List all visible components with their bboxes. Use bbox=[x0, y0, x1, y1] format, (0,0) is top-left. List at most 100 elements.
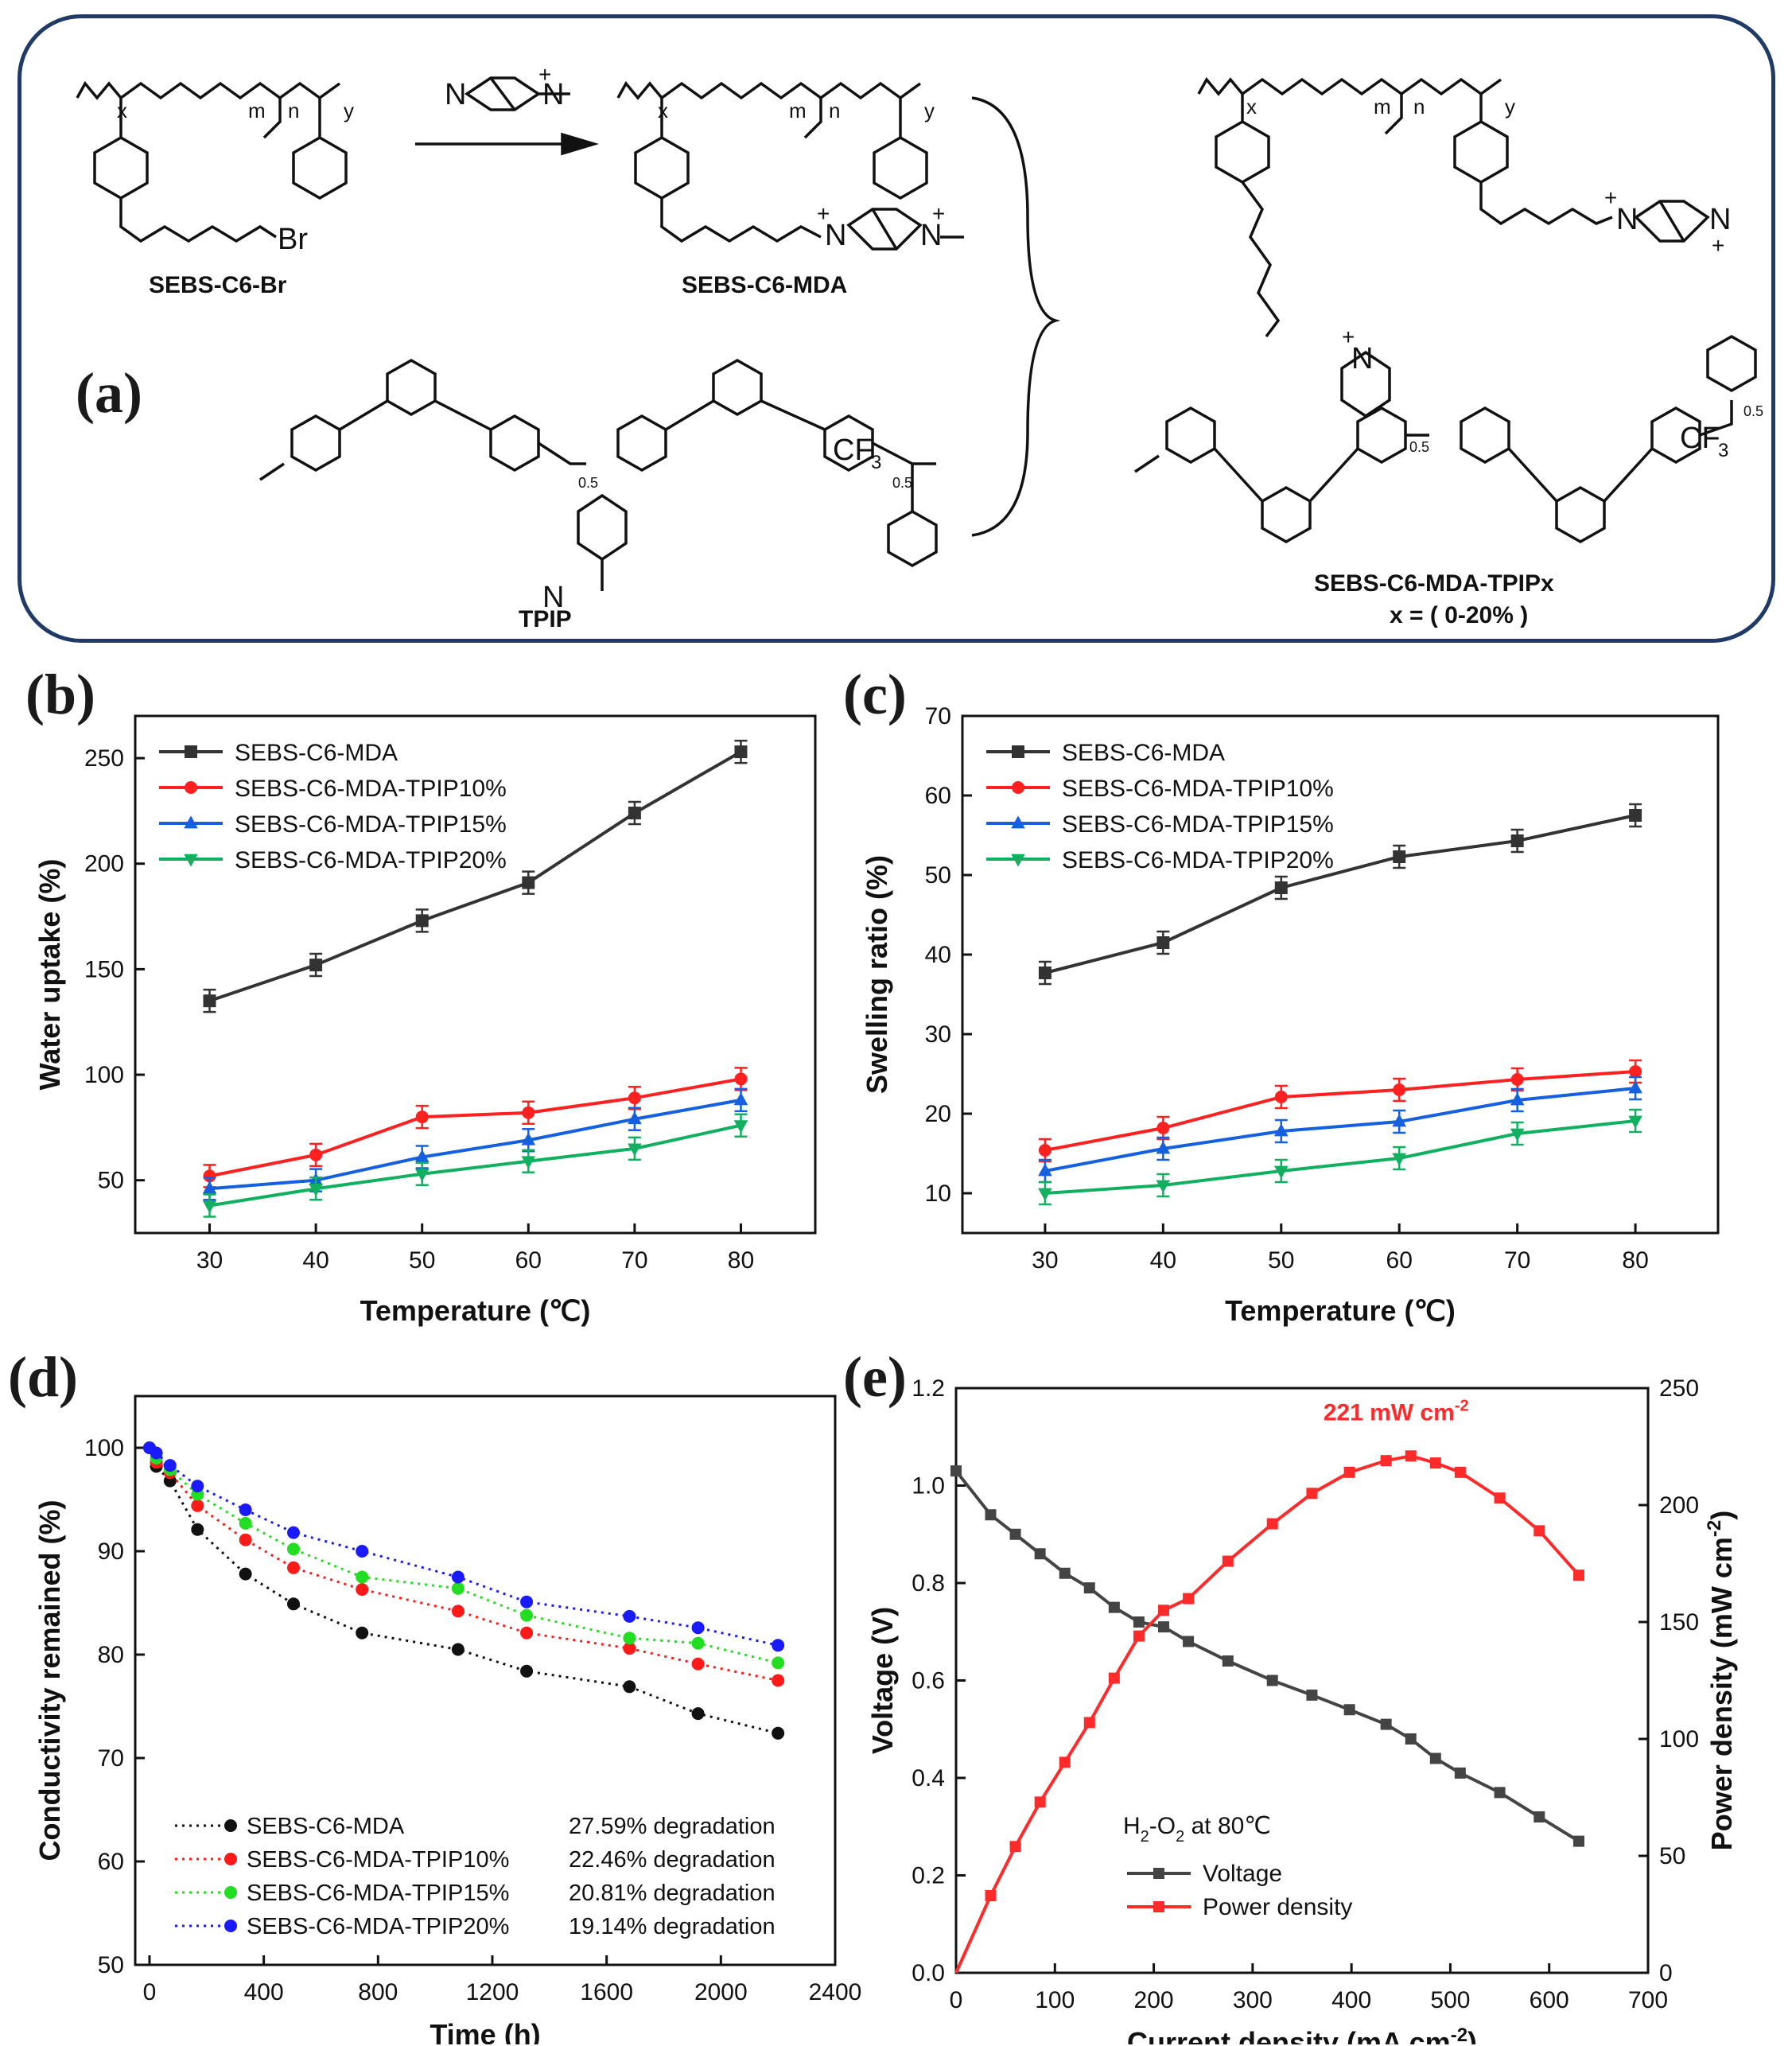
legend-label: SEBS-C6-MDA-TPIP20% bbox=[235, 847, 507, 873]
legend-label: SEBS-C6-MDA-TPIP10% bbox=[247, 1847, 509, 1873]
y-tick-label: 0.8 bbox=[912, 1570, 945, 1597]
data-point bbox=[520, 1664, 534, 1678]
legend-label: SEBS-C6-MDA-TPIP20% bbox=[1062, 847, 1334, 873]
data-point bbox=[309, 1148, 323, 1161]
data-point bbox=[451, 1581, 465, 1595]
data-point bbox=[451, 1643, 465, 1656]
sub-m-1: m bbox=[248, 99, 266, 123]
series-line bbox=[208, 750, 742, 1003]
label-sebs-c6-mda: SEBS-C6-MDA bbox=[682, 272, 847, 298]
legend-marker bbox=[1011, 854, 1025, 867]
data-point bbox=[1628, 1080, 1642, 1094]
data-point bbox=[691, 1657, 705, 1671]
data-point bbox=[520, 1595, 534, 1608]
y-tick-label: 10 bbox=[925, 1181, 951, 1207]
y-tick-label: 30 bbox=[925, 1021, 951, 1048]
sub-m-2: m bbox=[789, 99, 807, 123]
y-tick-label: 100 bbox=[84, 1062, 124, 1088]
label-sebs-c6-mda-tpipx: SEBS-C6-MDA-TPIPx bbox=[1314, 570, 1554, 597]
y-tick-label: 0.0 bbox=[912, 1960, 945, 1986]
series-line bbox=[209, 1098, 741, 1191]
data-point bbox=[691, 1707, 705, 1721]
atom-n-mda-2: N bbox=[920, 219, 942, 252]
series-line bbox=[149, 1446, 779, 1647]
data-point bbox=[1510, 1073, 1524, 1086]
sub-x-3: x bbox=[1246, 95, 1257, 119]
y-tick-label: 0.6 bbox=[912, 1668, 945, 1694]
x-tick-label: 1200 bbox=[466, 1979, 519, 2005]
y-axis-label: Conductivity remained (%) bbox=[33, 1499, 66, 1861]
data-point bbox=[202, 1200, 217, 1214]
atom-br: Br bbox=[278, 223, 308, 256]
sebs-br-backbone bbox=[76, 80, 341, 100]
data-point bbox=[1222, 1655, 1234, 1667]
data-point bbox=[309, 959, 323, 972]
atom-n-tpipx-3: N bbox=[1709, 203, 1731, 236]
y-tick-label: 80 bbox=[98, 1642, 124, 1668]
y-tick-label: 90 bbox=[98, 1538, 124, 1565]
panel-label-a: (a) bbox=[76, 361, 142, 425]
data-point bbox=[203, 994, 216, 1008]
data-point bbox=[772, 1639, 785, 1652]
series-line bbox=[148, 1447, 779, 1664]
data-point bbox=[415, 1111, 429, 1124]
data-point bbox=[628, 807, 641, 820]
series-line bbox=[148, 1447, 779, 1682]
legend-label: SEBS-C6-MDA bbox=[247, 1814, 405, 1839]
charge-tpipx-1: + bbox=[1342, 325, 1355, 349]
legend-marker bbox=[1012, 781, 1024, 794]
data-point bbox=[239, 1567, 252, 1581]
y2-tick-label: 150 bbox=[1659, 1609, 1699, 1636]
atom-n-reagent-1: N bbox=[445, 78, 466, 111]
data-point bbox=[1392, 1153, 1407, 1166]
y2-tick-label: 100 bbox=[1659, 1726, 1699, 1752]
y-tick-label: 40 bbox=[925, 942, 951, 968]
data-point bbox=[522, 876, 535, 889]
data-point bbox=[191, 1480, 204, 1493]
y2-tick-label: 200 bbox=[1659, 1492, 1699, 1519]
sub-n-2: n bbox=[829, 99, 840, 123]
legend-marker bbox=[1153, 1901, 1164, 1912]
data-point bbox=[628, 1143, 642, 1157]
series-line bbox=[209, 1123, 741, 1208]
data-point bbox=[1222, 1555, 1234, 1567]
x-tick-label: 50 bbox=[1268, 1247, 1294, 1274]
legend-marker bbox=[184, 815, 198, 829]
data-point bbox=[772, 1726, 785, 1740]
data-point bbox=[286, 1526, 300, 1539]
legend-annotation: 27.59% degradation bbox=[569, 1814, 775, 1839]
atom-n-tpipx-1: N bbox=[1351, 342, 1373, 375]
peak-power-label: 221 mW cm-2 bbox=[1324, 1397, 1469, 1426]
x-axis-label: Time (h) bbox=[430, 2018, 540, 2044]
data-point bbox=[1183, 1636, 1195, 1647]
panel-label-b: (b) bbox=[25, 663, 95, 726]
x-tick-label: 0 bbox=[950, 1987, 963, 2013]
data-point bbox=[1343, 1704, 1355, 1716]
data-point bbox=[1059, 1756, 1071, 1768]
conductivity-stability-chart: 0 400 800 1200 1600 2000 2400 50 60 70 80 90 100 Time… bbox=[33, 1394, 862, 2044]
x-tick-label: 1600 bbox=[580, 1979, 633, 2005]
atom-cf3-tpip-sub: 3 bbox=[871, 452, 881, 473]
legend-label: Voltage bbox=[1203, 1861, 1282, 1887]
data-point bbox=[1038, 1188, 1052, 1201]
legend-label: Power density bbox=[1203, 1894, 1352, 1920]
legend-marker bbox=[224, 1886, 237, 1899]
data-point bbox=[1306, 1689, 1318, 1701]
data-point bbox=[733, 1120, 748, 1134]
series-line bbox=[1044, 1119, 1636, 1195]
data-point bbox=[191, 1523, 204, 1536]
data-point bbox=[202, 1181, 217, 1194]
charge-tpipx-2: + bbox=[1604, 185, 1617, 210]
data-point bbox=[1083, 1582, 1095, 1594]
data-point bbox=[239, 1516, 252, 1530]
x-tick-label: 80 bbox=[728, 1247, 754, 1274]
x-tick-label: 600 bbox=[1530, 1987, 1569, 2013]
charge-reagent: + bbox=[538, 62, 551, 87]
fuel-cell-polarization-chart: 0 100 200 300 400 500 600 7000.00.20.40.60.81.0… bbox=[867, 1375, 1738, 2044]
legend-annotation: 22.46% degradation bbox=[569, 1847, 775, 1873]
data-point bbox=[1534, 1525, 1545, 1537]
x-tick-label: 2400 bbox=[809, 1979, 862, 2005]
data-point bbox=[1158, 1605, 1169, 1616]
x-axis-label: Temperature (℃) bbox=[360, 1294, 591, 1327]
x-tick-label: 30 bbox=[196, 1247, 223, 1274]
